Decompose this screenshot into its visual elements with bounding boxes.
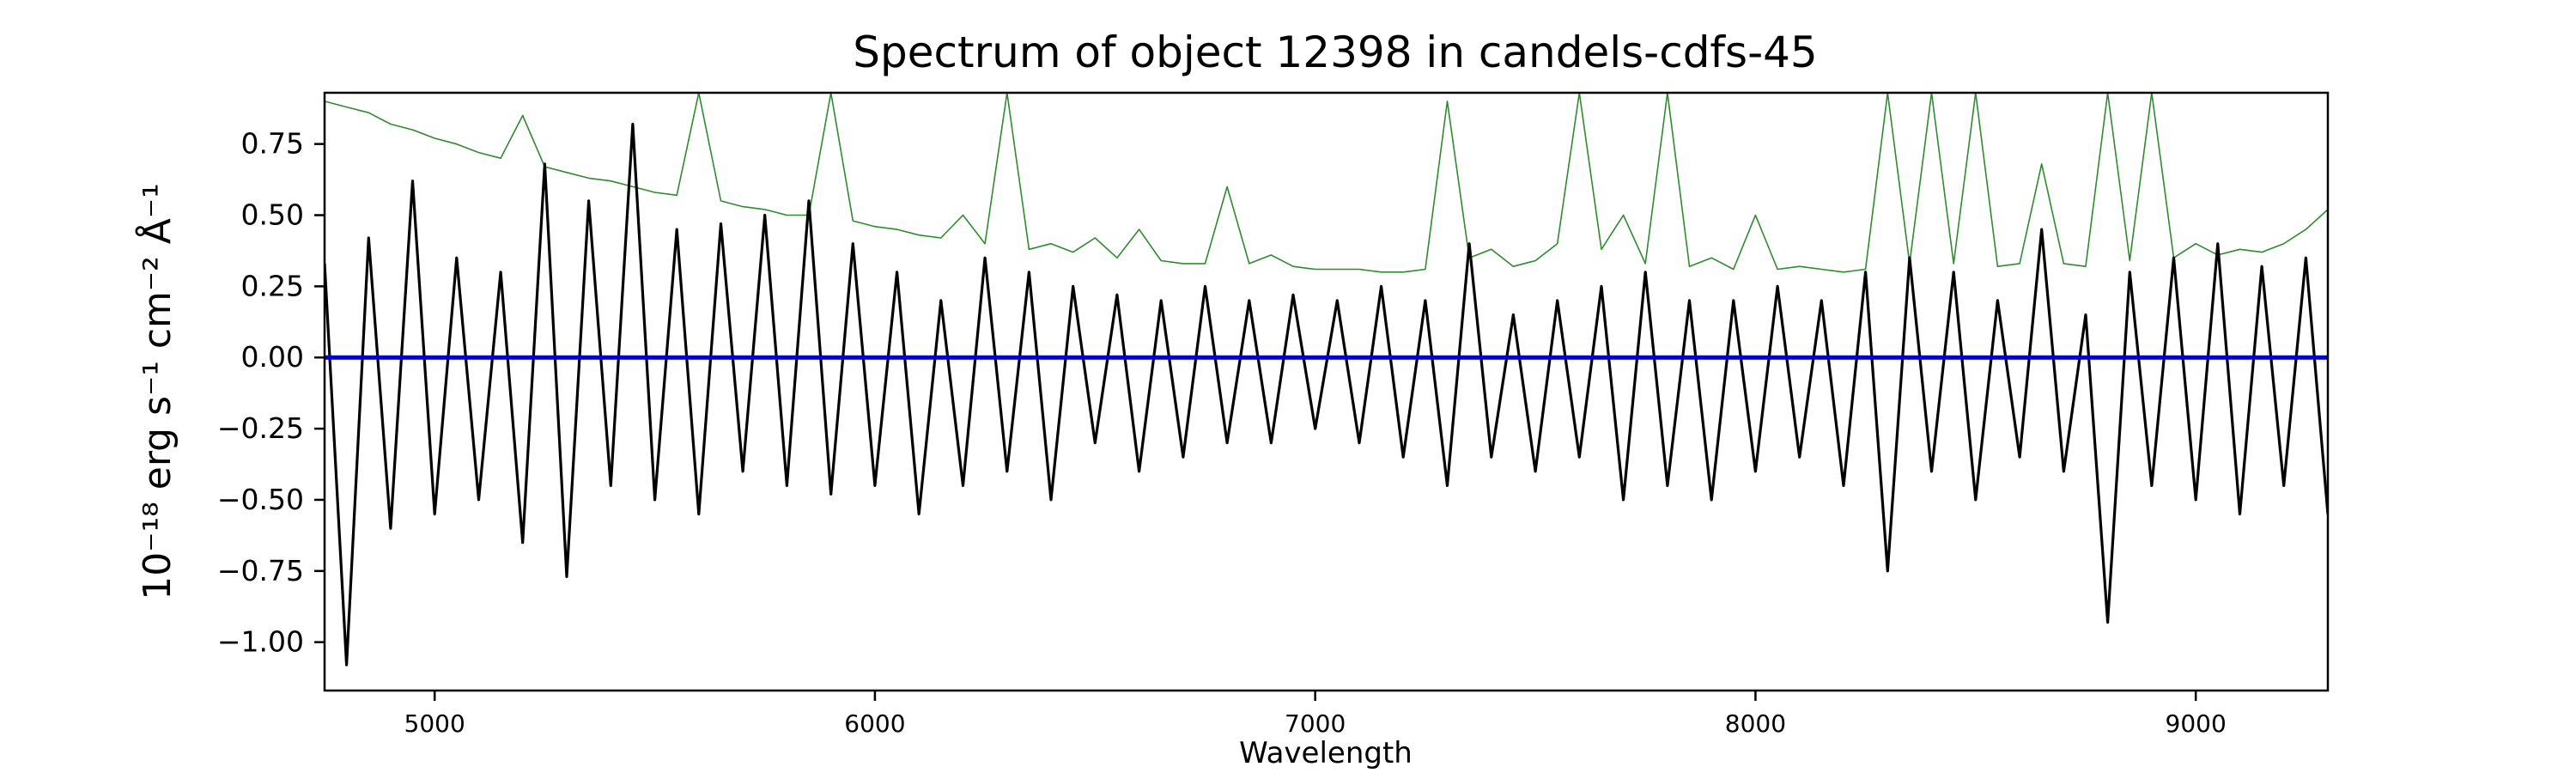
x-tick-label: 6000 — [844, 709, 905, 738]
x-axis-label: Wavelength — [1239, 736, 1413, 770]
y-axis-label: 10⁻¹⁸ erg s⁻¹ cm⁻² Å⁻¹ — [134, 183, 179, 600]
x-tick-label: 7000 — [1285, 709, 1346, 738]
plot-area — [325, 93, 2328, 666]
y-tick-label: 0.00 — [241, 340, 304, 374]
x-tick-label: 8000 — [1725, 709, 1786, 738]
y-tick-label: −0.75 — [217, 554, 304, 587]
chart-title: Spectrum of object 12398 in candels-cdfs… — [853, 27, 1818, 77]
y-tick-label: −0.50 — [217, 483, 304, 516]
x-tick-label: 5000 — [404, 709, 465, 738]
y-tick-label: 0.50 — [241, 198, 304, 232]
flux-series-line — [325, 122, 2328, 666]
plot-frame — [323, 91, 2330, 692]
y-tick-label: −0.25 — [217, 411, 304, 445]
y-tick-label: −1.00 — [217, 625, 304, 659]
error-series-line — [325, 93, 2328, 273]
y-tick-label: 0.25 — [241, 269, 304, 302]
y-tick-label: 0.75 — [241, 127, 304, 161]
series-layer — [325, 93, 2328, 666]
x-axis: 5000 6000 7000 8000 9000 — [404, 691, 2227, 738]
y-axis: −1.00 −0.75 −0.50 −0.25 0.00 0.25 0.50 0.75 — [217, 127, 325, 659]
x-tick-label: 9000 — [2166, 709, 2227, 738]
